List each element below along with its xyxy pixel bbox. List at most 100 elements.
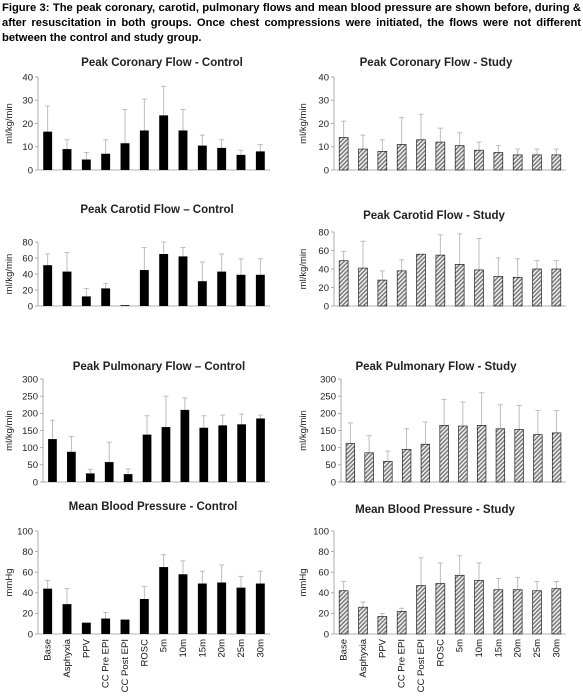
y-axis-label: ml/kg/min bbox=[4, 103, 15, 144]
y-tick-label: 80 bbox=[318, 227, 329, 238]
bar-5m bbox=[454, 264, 465, 307]
y-tick-label: 40 bbox=[318, 264, 329, 275]
y-axis-label: ml/kg/min bbox=[298, 103, 309, 144]
bar-30m bbox=[551, 154, 562, 171]
bar-cc-post-epi bbox=[416, 585, 426, 635]
x-category-label: 5m bbox=[455, 639, 466, 652]
bar-ppv bbox=[377, 279, 388, 307]
y-tick-label: 10 bbox=[318, 142, 329, 153]
y-axis-label: ml/kg/min bbox=[298, 249, 309, 290]
y-tick-label: 10 bbox=[22, 142, 33, 153]
bar-cc-pre-epi bbox=[101, 288, 111, 306]
bar-asphyxia bbox=[62, 604, 72, 634]
y-tick-label: 0 bbox=[324, 301, 329, 312]
bar-15m bbox=[199, 427, 209, 482]
bar-30m bbox=[255, 274, 265, 306]
x-category-label: 5m bbox=[159, 639, 170, 652]
y-tick-label: 100 bbox=[313, 526, 329, 537]
y-tick-label: 300 bbox=[320, 374, 336, 385]
y-tick-label: 300 bbox=[22, 374, 38, 385]
chart-title: Peak Coronary Flow - Study bbox=[360, 57, 513, 69]
bar-asphyxia bbox=[62, 271, 72, 306]
x-category-label: 10m bbox=[474, 639, 485, 658]
y-tick-label: 60 bbox=[318, 246, 329, 257]
bar-25m bbox=[236, 587, 246, 634]
chart-title: Peak Pulmonary Flow – Control bbox=[73, 361, 246, 373]
x-category-label: PPV bbox=[81, 638, 92, 658]
x-category-label: CC Pre EPI bbox=[397, 639, 408, 688]
bar-15m bbox=[495, 428, 506, 483]
x-category-label: Base bbox=[43, 639, 54, 661]
bar-cc-pre-epi bbox=[101, 153, 111, 170]
bar-30m bbox=[551, 432, 562, 483]
y-tick-label: 20 bbox=[318, 119, 329, 130]
bar-cc-post-epi bbox=[416, 139, 426, 171]
bar-base bbox=[43, 265, 53, 306]
bar-rosc bbox=[142, 434, 152, 482]
y-tick-label: 40 bbox=[22, 269, 33, 280]
x-category-label: 20m bbox=[513, 639, 524, 658]
bar-25m bbox=[237, 424, 246, 482]
bar-asphyxia bbox=[358, 606, 368, 635]
x-category-label: 25m bbox=[532, 639, 543, 658]
bar-20m bbox=[217, 582, 227, 634]
bar-rosc bbox=[435, 141, 446, 171]
bar-base bbox=[338, 590, 349, 635]
y-tick-label: 100 bbox=[22, 443, 38, 454]
y-tick-label: 80 bbox=[318, 547, 329, 558]
bar-10m bbox=[474, 149, 484, 171]
y-tick-label: 20 bbox=[22, 609, 33, 620]
bar-asphyxia bbox=[62, 149, 72, 170]
bar-rosc bbox=[435, 583, 446, 635]
bar-cc-pre-epi bbox=[101, 618, 111, 634]
y-tick-label: 250 bbox=[22, 391, 38, 402]
x-category-label: ROSC bbox=[435, 639, 446, 667]
bar-5m bbox=[159, 567, 169, 634]
chart-title: Mean Blood Pressure - Control bbox=[69, 501, 238, 513]
y-tick-label: 100 bbox=[320, 443, 336, 454]
y-tick-label: 0 bbox=[33, 477, 38, 488]
bar-ppv bbox=[81, 622, 91, 634]
x-category-label: PPV bbox=[377, 638, 388, 658]
y-tick-label: 200 bbox=[320, 409, 336, 420]
y-tick-label: 20 bbox=[22, 119, 33, 130]
bar-rosc bbox=[139, 130, 149, 170]
bar-5m bbox=[458, 425, 468, 483]
x-category-label: 20m bbox=[217, 639, 228, 658]
y-axis-label: mmHg bbox=[4, 569, 15, 597]
x-category-label: Asphyxia bbox=[62, 638, 73, 677]
bar-20m bbox=[217, 147, 227, 170]
bar-ppv bbox=[81, 296, 91, 306]
bar-rosc bbox=[439, 425, 449, 483]
bar-asphyxia bbox=[67, 451, 76, 482]
y-tick-label: 100 bbox=[17, 526, 33, 537]
x-category-label: CC Pre EPI bbox=[101, 639, 112, 688]
bar-25m bbox=[533, 434, 543, 483]
bar-20m bbox=[512, 589, 523, 635]
chart-title: Peak Pulmonary Flow - Study bbox=[355, 361, 517, 373]
bar-30m bbox=[551, 588, 562, 635]
bar-5m bbox=[159, 115, 169, 170]
chart-title: Mean Blood Pressure - Study bbox=[355, 504, 515, 516]
bar-30m bbox=[551, 268, 562, 307]
bar-base bbox=[338, 260, 349, 307]
bar-30m bbox=[255, 583, 265, 634]
y-tick-label: 30 bbox=[318, 96, 329, 107]
bar-cc-pre-epi bbox=[396, 270, 407, 307]
y-tick-label: 150 bbox=[320, 426, 336, 437]
y-tick-label: 0 bbox=[324, 165, 329, 176]
bar-rosc bbox=[435, 254, 446, 307]
x-category-label: 15m bbox=[197, 639, 208, 658]
bar-25m bbox=[532, 590, 542, 635]
y-axis-label: ml/kg/min bbox=[4, 410, 15, 451]
bar-30m bbox=[256, 418, 265, 482]
y-tick-label: 30 bbox=[22, 96, 33, 107]
bar-ppv bbox=[377, 151, 388, 171]
figure-caption: Figure 3: The peak coronary, carotid, pu… bbox=[2, 2, 581, 44]
y-tick-label: 0 bbox=[28, 165, 33, 176]
y-axis-label: mmHg bbox=[298, 569, 309, 597]
y-tick-label: 40 bbox=[22, 588, 33, 599]
x-category-label: CC Post EPI bbox=[120, 639, 131, 692]
bar-15m bbox=[197, 583, 207, 634]
bar-10m bbox=[178, 256, 188, 306]
